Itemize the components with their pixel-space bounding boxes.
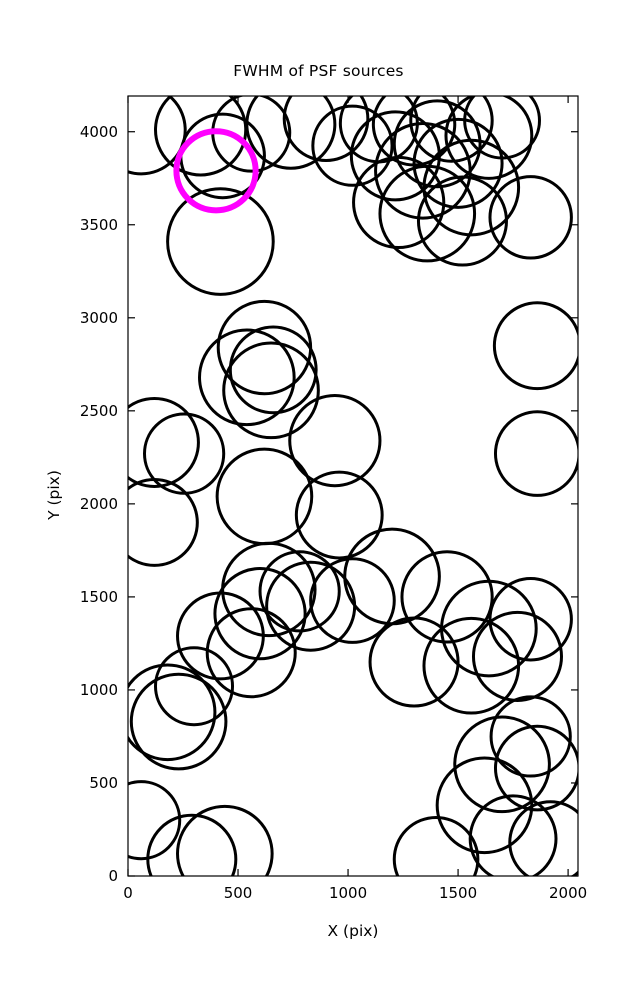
y-tick-label: 0 [108, 867, 118, 885]
psf-source-circle [309, 557, 396, 644]
data-points-layer [128, 96, 578, 876]
psf-source-circle [205, 607, 297, 699]
psf-source-circle [128, 478, 199, 567]
psf-source-circle [489, 695, 572, 778]
psf-source-circle [444, 96, 534, 180]
psf-source-circle [258, 550, 341, 633]
y-tick-label: 1500 [79, 587, 118, 606]
psf-source-circle [128, 780, 182, 861]
psf-source-circle [440, 579, 538, 678]
psf-source-circle [129, 672, 228, 771]
psf-source-circle [311, 104, 394, 187]
y-tick-label: 3500 [79, 215, 118, 234]
psf-source-circle [508, 800, 578, 876]
psf-source-circle [488, 577, 573, 662]
x-tick-label: 500 [223, 884, 253, 902]
psf-source-circle [416, 175, 508, 267]
psf-source-circle [400, 550, 494, 644]
psf-source-circle [228, 325, 318, 415]
psf-source-circle [176, 804, 274, 876]
psf-source-circle [128, 96, 187, 176]
psf-source-circle [146, 813, 238, 876]
psf-source-circle [378, 164, 477, 263]
y-tick-label: 3000 [79, 308, 118, 327]
psf-source-circle [213, 567, 307, 661]
psf-source-circle [492, 301, 578, 391]
psf-source-circle [493, 724, 578, 812]
psf-source-circle [282, 96, 370, 162]
axes-frame [127, 95, 579, 877]
psf-source-circle [409, 96, 494, 163]
psf-source-circle [173, 128, 259, 214]
x-tick-label: 2000 [549, 884, 588, 902]
page-title: FWHM of PSF sources [233, 62, 404, 80]
psf-source-circle [222, 341, 320, 440]
x-tick-label: 1000 [328, 884, 368, 902]
psf-source-circle [143, 412, 226, 495]
y-tick-label: 4000 [79, 122, 118, 141]
psf-source-circle [288, 393, 382, 488]
psf-source-circle [265, 560, 357, 652]
psf-source-circle [352, 155, 446, 250]
y-axis-label: Y (pix) [45, 470, 63, 520]
x-tick-label: 0 [123, 884, 133, 902]
x-tick-label: 1500 [438, 884, 478, 902]
psf-source-circle [294, 470, 384, 560]
y-tick-label: 2000 [79, 494, 118, 513]
psf-source-circle [493, 410, 578, 497]
psf-source-circle [468, 794, 558, 876]
psf-source-circle [245, 96, 337, 170]
psf-source-circle [392, 815, 480, 876]
x-axis-label: X (pix) [327, 922, 379, 940]
psf-source-circle [198, 328, 296, 427]
psf-source-circle [166, 187, 275, 296]
psf-source-circle [453, 715, 551, 814]
psf-source-circle [368, 616, 460, 708]
y-tick-label: 2500 [79, 401, 118, 420]
y-tick-label: 500 [89, 773, 118, 792]
psf-source-circle [128, 396, 200, 488]
psf-source-circle [128, 663, 217, 762]
psf-source-circle [412, 117, 504, 209]
psf-source-circle [176, 591, 265, 681]
psf-source-circle [488, 175, 573, 260]
psf-source-circle [154, 646, 235, 727]
psf-source-circle [463, 96, 541, 160]
y-tick-label: 1000 [79, 680, 118, 699]
psf-source-circle [422, 616, 521, 715]
